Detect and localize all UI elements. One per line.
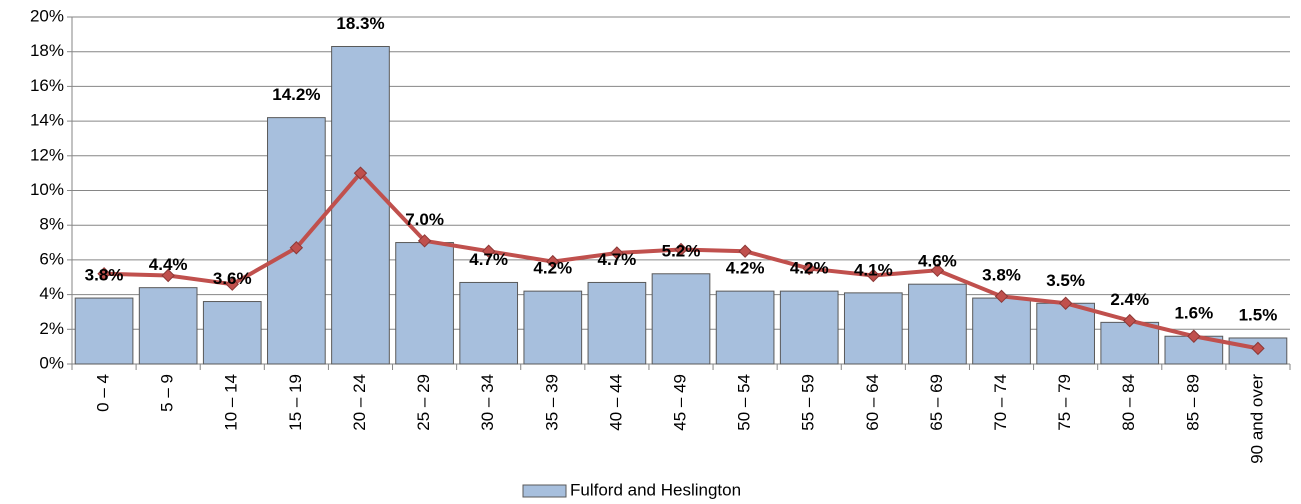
data-label: 4.6% xyxy=(918,252,957,271)
marker xyxy=(802,261,816,276)
bar xyxy=(459,281,519,365)
x-tick-label: 40 – 44 xyxy=(606,374,625,431)
data-label: 1.6% xyxy=(1174,304,1213,323)
bar xyxy=(331,45,390,365)
bar xyxy=(523,290,583,365)
data-label: 4.2% xyxy=(790,259,829,278)
marker xyxy=(481,244,496,258)
x-tick-label: 35 – 39 xyxy=(542,374,561,431)
data-label: 7.0% xyxy=(405,210,444,229)
y-tick-label: 4% xyxy=(39,284,64,303)
marker xyxy=(994,289,1009,304)
data-label: 14.2% xyxy=(272,85,320,104)
y-tick-label: 10% xyxy=(30,180,64,199)
x-tick-label: 75 – 79 xyxy=(1055,374,1074,431)
marker xyxy=(674,242,688,257)
data-label: 3.6% xyxy=(213,269,252,288)
bar xyxy=(843,292,903,365)
bar xyxy=(202,301,262,365)
marker xyxy=(161,268,175,283)
data-label: 3.8% xyxy=(982,266,1021,285)
y-tick-label: 18% xyxy=(30,41,64,60)
marker xyxy=(97,267,111,281)
x-tick-label: 45 – 49 xyxy=(670,374,689,431)
x-tick-label: 15 – 19 xyxy=(286,374,305,431)
bar xyxy=(779,290,839,365)
legend-label: Fulford and Heslington xyxy=(570,480,741,499)
data-label: 4.7% xyxy=(598,250,637,269)
x-tick-label: 80 – 84 xyxy=(1119,374,1138,431)
x-tick-label: 55 – 59 xyxy=(799,374,818,431)
data-label: 2.4% xyxy=(1110,290,1149,309)
y-tick-label: 6% xyxy=(39,249,64,268)
x-tick-label: 90 and over xyxy=(1247,374,1266,464)
y-tick-label: 14% xyxy=(30,111,64,130)
bar xyxy=(908,283,967,365)
y-tick-label: 20% xyxy=(30,6,64,25)
bar xyxy=(587,281,647,365)
data-label: 3.5% xyxy=(1046,271,1085,290)
bar xyxy=(267,117,326,365)
bar xyxy=(651,273,711,365)
y-tick-label: 0% xyxy=(39,353,64,372)
bar xyxy=(138,287,198,365)
data-label: 5.2% xyxy=(662,241,701,260)
data-label: 1.5% xyxy=(1239,305,1278,324)
x-tick-label: 85 – 89 xyxy=(1183,374,1202,431)
marker xyxy=(610,246,624,260)
bar xyxy=(74,297,134,365)
marker xyxy=(289,241,304,255)
x-tick-label: 70 – 74 xyxy=(991,374,1010,431)
marker xyxy=(738,244,752,258)
marker xyxy=(1187,329,1201,343)
y-tick-label: 8% xyxy=(39,215,64,234)
legend-swatch xyxy=(522,484,567,498)
bar xyxy=(972,297,1031,365)
y-tick-label: 16% xyxy=(30,76,64,95)
x-tick-label: 10 – 14 xyxy=(222,374,241,431)
marker xyxy=(1251,341,1265,356)
x-tick-label: 30 – 34 xyxy=(478,374,497,431)
marker xyxy=(1123,313,1137,328)
data-label: 18.3% xyxy=(336,14,384,33)
marker xyxy=(866,268,881,283)
x-tick-label: 20 – 24 xyxy=(350,374,369,431)
x-tick-label: 0 – 4 xyxy=(94,374,113,412)
marker xyxy=(225,277,239,291)
marker xyxy=(417,234,432,248)
bar xyxy=(395,242,454,365)
data-label: 4.2% xyxy=(726,259,765,278)
x-tick-label: 25 – 29 xyxy=(414,374,433,431)
data-label: 4.2% xyxy=(533,259,572,278)
y-tick-label: 12% xyxy=(30,145,64,164)
data-label: 3.8% xyxy=(85,266,124,285)
bar xyxy=(715,290,775,365)
marker xyxy=(930,263,945,278)
bar xyxy=(1100,321,1160,365)
data-label: 4.7% xyxy=(469,250,508,269)
x-tick-label: 50 – 54 xyxy=(735,374,754,431)
y-tick-label: 2% xyxy=(39,319,64,338)
x-tick-label: 5 – 9 xyxy=(158,374,177,412)
x-tick-label: 65 – 69 xyxy=(927,374,946,431)
bar xyxy=(1036,302,1095,365)
data-label: 4.1% xyxy=(854,260,893,279)
data-label: 4.4% xyxy=(149,255,188,274)
x-tick-label: 60 – 64 xyxy=(863,374,882,431)
marker xyxy=(353,166,368,180)
marker xyxy=(1058,296,1073,310)
marker xyxy=(546,254,560,269)
